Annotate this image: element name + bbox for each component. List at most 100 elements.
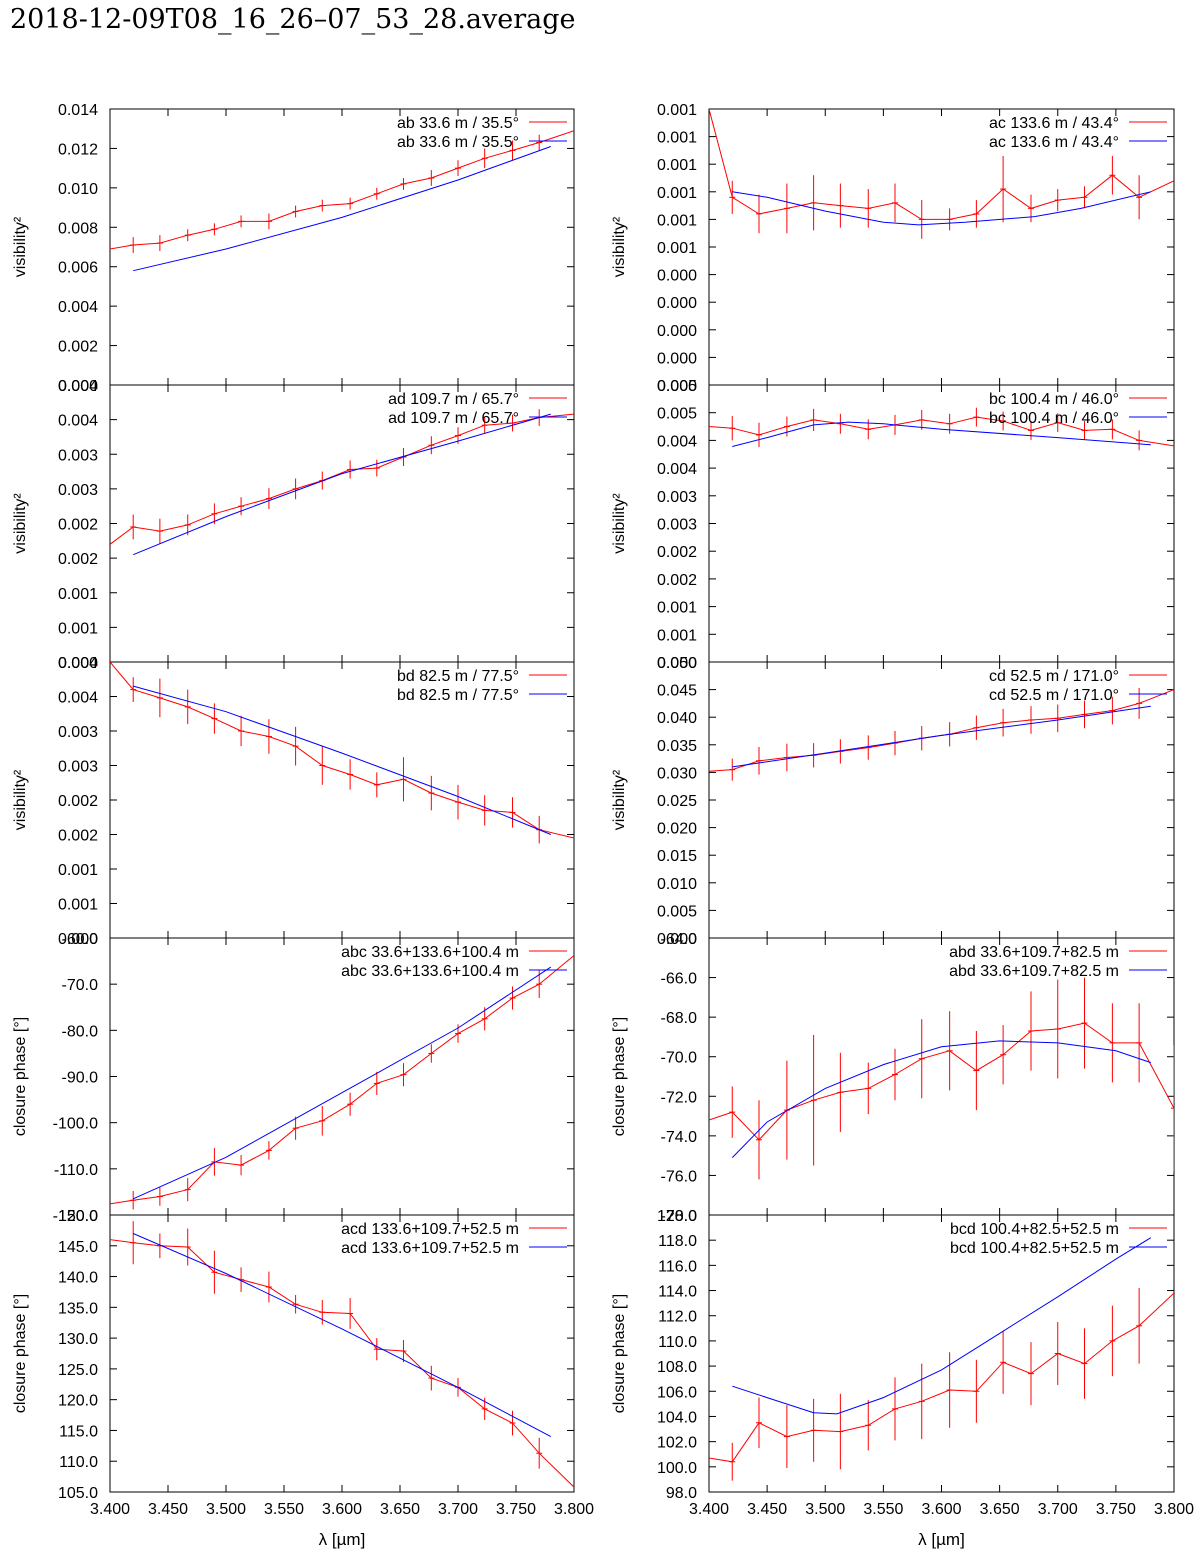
y-axis-label: closure phase [°] <box>12 1017 29 1136</box>
y-tick-label: 0.000 <box>657 323 697 340</box>
x-tick-label: 3.500 <box>805 1501 845 1518</box>
y-tick-label: 0.003 <box>58 482 98 499</box>
y-tick-label: 102.0 <box>657 1435 697 1452</box>
x-tick-label: 3.750 <box>496 1501 536 1518</box>
panel-cd: 0.000 0.005 0.010 0.015 0.020 0.025 0.030 0.035… <box>611 655 1175 948</box>
y-tick-label: 120.0 <box>657 1208 697 1225</box>
plot-area <box>709 1237 1174 1481</box>
y-tick-label: -76.0 <box>661 1168 698 1185</box>
y-tick-label: 0.001 <box>657 212 697 229</box>
y-tick-label: 0.001 <box>657 600 697 617</box>
x-tick-label: 3.800 <box>554 1501 594 1518</box>
y-axis-label: closure phase [°] <box>12 1294 29 1413</box>
y-tick-label: 0.003 <box>657 489 697 506</box>
plot-area <box>110 955 574 1210</box>
y-tick-label: 115.0 <box>59 1423 98 1440</box>
y-tick-label: 0.015 <box>657 848 697 865</box>
y-tick-label: -70.0 <box>62 977 99 994</box>
y-tick-label: -80.0 <box>62 1023 99 1040</box>
legend-label: ac 133.6 m / 43.4° <box>989 115 1119 132</box>
plot-area <box>110 1221 574 1488</box>
y-tick-label: 100.0 <box>657 1460 697 1477</box>
plot-area <box>110 662 574 844</box>
y-tick-label: 0.000 <box>657 931 697 948</box>
y-tick-label: 110.0 <box>59 1454 98 1471</box>
x-tick-label: 3.550 <box>863 1501 903 1518</box>
model-line <box>732 1237 1152 1415</box>
y-tick-label: 0.020 <box>657 821 697 838</box>
y-tick-label: -120.0 <box>53 1208 98 1225</box>
legend-label: ac 133.6 m / 43.4° <box>989 134 1119 151</box>
y-tick-label: 135.0 <box>58 1300 98 1317</box>
data-line <box>110 413 574 545</box>
y-axis-label: visibility² <box>12 493 29 554</box>
x-tick-label: 3.650 <box>380 1501 420 1518</box>
model-line <box>732 421 1151 447</box>
y-tick-label: 0.000 <box>58 378 98 395</box>
y-axis-label: closure phase [°] <box>611 1294 628 1413</box>
y-tick-label: 0.014 <box>58 102 98 119</box>
legend-label: bcd 100.4+82.5+52.5 m <box>950 1240 1119 1257</box>
y-tick-label: 0.045 <box>657 683 697 700</box>
page-title: 2018-12-09T08_16_26–07_53_28.average <box>10 4 576 35</box>
y-axis-label: visibility² <box>611 216 628 277</box>
y-tick-label: 106.0 <box>657 1384 697 1401</box>
legend-label: abc 33.6+133.6+100.4 m <box>341 963 519 980</box>
y-tick-label: 0.001 <box>58 586 98 603</box>
y-tick-label: 0.004 <box>657 433 697 450</box>
y-tick-label: 0.002 <box>58 517 98 534</box>
y-tick-label: 0.001 <box>657 157 697 174</box>
y-tick-label: 0.005 <box>657 378 697 395</box>
y-tick-label: -64.0 <box>661 931 698 948</box>
y-tick-label: 0.025 <box>657 793 697 810</box>
x-axis-label: λ [µm] <box>319 1530 366 1549</box>
panel-bcd: 98.0 100.0 102.0 104.0 106.0 108.0 110.0 112.0 1… <box>611 1208 1194 1549</box>
legend-label: bcd 100.4+82.5+52.5 m <box>950 1221 1119 1238</box>
y-tick-label: 0.004 <box>58 299 98 316</box>
x-axis-label: λ [µm] <box>918 1530 965 1549</box>
data-line <box>709 1022 1174 1141</box>
plot-area <box>709 407 1174 451</box>
legend-label: bd 82.5 m / 77.5° <box>397 687 519 704</box>
y-tick-label: 0.002 <box>58 551 98 568</box>
y-tick-label: 150.0 <box>58 1208 98 1225</box>
y-axis-label: closure phase [°] <box>611 1017 628 1136</box>
legend-label: acd 133.6+109.7+52.5 m <box>341 1221 519 1238</box>
legend-label: bc 100.4 m / 46.0° <box>989 391 1119 408</box>
y-tick-label: 114.0 <box>658 1284 697 1301</box>
y-tick-label: 0.050 <box>657 655 697 672</box>
y-axis-label: visibility² <box>611 769 628 830</box>
y-tick-label: -78.0 <box>661 1208 698 1225</box>
y-tick-label: 0.004 <box>58 378 98 395</box>
model-line <box>732 191 1151 226</box>
y-tick-label: 0.005 <box>657 406 697 423</box>
y-tick-label: 0.004 <box>657 461 697 478</box>
y-tick-label: -66.0 <box>661 971 698 988</box>
y-tick-label: 116.0 <box>658 1258 697 1275</box>
y-tick-label: 125.0 <box>58 1362 98 1379</box>
x-tick-label: 3.500 <box>206 1501 246 1518</box>
y-tick-label: 0.000 <box>657 268 697 285</box>
y-tick-label: 0.006 <box>58 260 98 277</box>
plot-area <box>709 687 1174 781</box>
legend-label: ad 109.7 m / 65.7° <box>388 410 519 427</box>
legend-label: abd 33.6+109.7+82.5 m <box>949 963 1119 980</box>
x-tick-label: 3.400 <box>90 1501 130 1518</box>
y-tick-label: 0.004 <box>58 690 98 707</box>
data-line <box>110 130 574 250</box>
data-line <box>709 109 1174 220</box>
y-tick-label: 0.035 <box>657 738 697 755</box>
y-axis-label: visibility² <box>12 216 29 277</box>
y-tick-label: -90.0 <box>62 1070 99 1087</box>
y-tick-label: 98.0 <box>666 1485 697 1502</box>
y-tick-label: 0.002 <box>657 544 697 561</box>
y-tick-label: 0.040 <box>657 710 697 727</box>
y-tick-label: 0.002 <box>58 339 98 356</box>
x-tick-label: 3.650 <box>980 1501 1020 1518</box>
x-tick-label: 3.700 <box>1038 1501 1078 1518</box>
y-tick-label: 0.001 <box>657 130 697 147</box>
legend-label: bd 82.5 m / 77.5° <box>397 668 519 685</box>
y-tick-label: 0.000 <box>657 655 697 672</box>
x-tick-label: 3.750 <box>1096 1501 1136 1518</box>
data-line <box>110 662 574 839</box>
